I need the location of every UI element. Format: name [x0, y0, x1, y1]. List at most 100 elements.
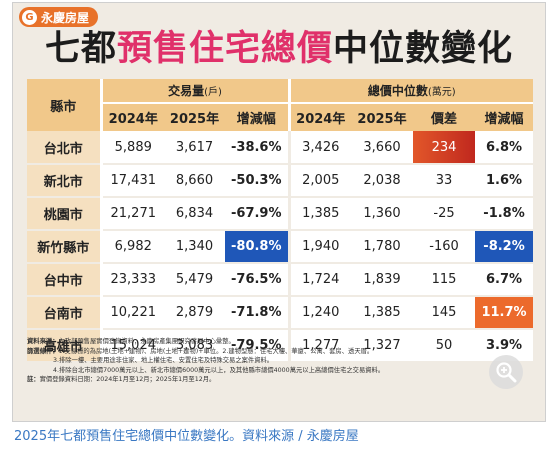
- cell-volume-2024: 6,982: [101, 230, 164, 264]
- cell-price-change: -8.2%: [475, 230, 534, 264]
- median-price-unit: (萬元): [427, 87, 456, 98]
- cell-volume-2025: 3,617: [164, 131, 225, 165]
- cell-price-diff: -25: [413, 197, 476, 231]
- cell-price-2024: 1,385: [289, 197, 352, 231]
- sub-header-price-2025: 2025年: [351, 103, 414, 131]
- note-filter: 篩選條件：1.交易標的為房地(土地+建物)、房地(土地+建物)+車位。2.建物型…: [27, 347, 507, 357]
- cell-price-diff: 115: [413, 263, 476, 297]
- cell-price-change: 6.7%: [475, 263, 534, 297]
- cell-volume-2025: 6,834: [164, 197, 225, 231]
- cell-volume-2024: 23,333: [101, 263, 164, 297]
- cell-volume-2025: 2,879: [164, 296, 225, 330]
- cell-volume-2024: 10,221: [101, 296, 164, 330]
- cell-price-change: 11.7%: [475, 296, 534, 330]
- data-table-container: 縣市 交易量(戶) 總價中位數(萬元) 2024年 2025年 增減幅 2024…: [27, 79, 534, 363]
- title-part-2: 預售住宅總價: [116, 29, 333, 69]
- table-row: 新北市 17,431 8,660 -50.3% 2,005 2,038 33 1…: [27, 164, 534, 198]
- cell-price-change: 1.6%: [475, 164, 534, 198]
- transaction-volume-header: 交易量(戶): [101, 79, 291, 104]
- note-source: 資料來源：內政部預售屋實價登錄資料；永慶房產集團研究發展中心彙整。: [27, 337, 507, 347]
- cell-price-2024: 1,277: [289, 329, 352, 363]
- cell-volume-2024: 17,431: [101, 164, 164, 198]
- cell-volume-2025: 3,083: [164, 329, 225, 363]
- cell-volume-change: -67.9%: [225, 197, 291, 231]
- note-date: 註：實價登錄資料日期：2024年1月至12月；2025年1月至12月。: [27, 375, 507, 385]
- transaction-volume-label: 交易量: [168, 84, 205, 98]
- cell-volume-change: -38.6%: [225, 131, 291, 165]
- cell-price-2025: 1,360: [351, 197, 414, 231]
- data-table: 縣市 交易量(戶) 總價中位數(萬元) 2024年 2025年 增減幅 2024…: [27, 79, 534, 363]
- table-row: 台北市 5,889 3,617 -38.6% 3,426 3,660 234 6…: [27, 131, 534, 165]
- note-filter-3: 3.排除一樓、主要用途非住家、地上權住宅、安置住宅及特殊交易之案件資料。: [53, 357, 274, 365]
- cell-price-2024: 1,940: [289, 230, 352, 264]
- cell-price-diff: 50: [413, 329, 476, 363]
- cell-price-2024: 2,005: [289, 164, 352, 198]
- cell-volume-change: -50.3%: [225, 164, 291, 198]
- sub-header-volume-2025: 2025年: [164, 103, 225, 131]
- zoom-in-icon[interactable]: [489, 355, 523, 389]
- image-caption: 2025年七都預售住宅總價中位數變化。資料來源 / 永慶房屋: [14, 429, 359, 444]
- cell-price-2024: 3,426: [289, 131, 352, 165]
- cell-price-diff: 234: [413, 131, 476, 165]
- cell-price-2025: 1,385: [351, 296, 414, 330]
- cell-price-2025: 2,038: [351, 164, 414, 198]
- row-city: 台中市: [27, 263, 103, 297]
- table-row: 台南市 10,221 2,879 -71.8% 1,240 1,385 145 …: [27, 296, 534, 330]
- cell-volume-2025: 8,660: [164, 164, 225, 198]
- table-row: 桃園市 21,271 6,834 -67.9% 1,385 1,360 -25 …: [27, 197, 534, 231]
- cell-volume-2024: 21,271: [101, 197, 164, 231]
- cell-price-2025: 1,780: [351, 230, 414, 264]
- sub-header-volume-2024: 2024年: [101, 103, 164, 131]
- row-city: 新北市: [27, 164, 103, 198]
- city-column-header: 縣市: [27, 79, 103, 131]
- cell-volume-2024: 15,024: [101, 329, 164, 363]
- cell-volume-change: -76.5%: [225, 263, 291, 297]
- table-row: 高雄市 15,024 3,083 -79.5% 1,277 1,327 50 3…: [27, 329, 534, 363]
- sub-header-price-diff: 價差: [413, 103, 476, 131]
- note-filter-4: 4.排除台北市總價7000萬元以上、新北市總價6000萬元以上，及其他縣市總價4…: [53, 366, 385, 374]
- cell-price-change: -1.8%: [475, 197, 534, 231]
- transaction-volume-unit: (戶): [204, 87, 222, 98]
- row-city: 桃園市: [27, 197, 103, 231]
- cell-price-diff: -160: [413, 230, 476, 264]
- cell-volume-change: -71.8%: [225, 296, 291, 330]
- cell-volume-2025: 1,340: [164, 230, 225, 264]
- cell-volume-2025: 5,479: [164, 263, 225, 297]
- cell-volume-change: -79.5%: [225, 329, 291, 363]
- cell-price-2025: 3,660: [351, 131, 414, 165]
- row-city: 高雄市: [27, 329, 103, 363]
- note-source-label: 資料來源：: [27, 338, 59, 345]
- title-part-1: 七都: [44, 29, 117, 69]
- infographic-image: G 永慶房屋 七都預售住宅總價中位數變化 縣市 交易量(戶) 總價中位數(萬元)…: [12, 2, 546, 422]
- note-date-text: 實價登錄資料日期：2024年1月至12月；2025年1月至12月。: [39, 376, 216, 384]
- infographic-title: 七都預售住宅總價中位數變化: [13, 27, 545, 71]
- brand-logo: G 永慶房屋: [19, 7, 99, 27]
- note-filter-label: 篩選條件：: [27, 347, 59, 355]
- table-row: 台中市 23,333 5,479 -76.5% 1,724 1,839 115 …: [27, 263, 534, 297]
- title-part-3: 中位數變化: [333, 29, 514, 69]
- sub-header-volume-change: 增減幅: [225, 103, 291, 131]
- cell-price-2024: 1,240: [289, 296, 352, 330]
- row-city: 台南市: [27, 296, 103, 330]
- cell-volume-change: -80.8%: [225, 230, 291, 264]
- cell-volume-2024: 5,889: [101, 131, 164, 165]
- median-price-header: 總價中位數(萬元): [289, 79, 534, 104]
- cell-price-2025: 1,839: [351, 263, 414, 297]
- sub-header-price-change: 增減幅: [475, 103, 534, 131]
- note-filter-text: 1.交易標的為房地(土地+建物)、房地(土地+建物)+車位。2.建物型態：住宅大…: [58, 347, 374, 355]
- cell-price-2025: 1,327: [351, 329, 414, 363]
- cell-price-change: 6.8%: [475, 131, 534, 165]
- cell-price-diff: 33: [413, 164, 476, 198]
- brand-logo-text: 永慶房屋: [41, 10, 90, 25]
- row-city: 台北市: [27, 131, 103, 165]
- cell-price-2024: 1,724: [289, 263, 352, 297]
- cell-price-diff: 145: [413, 296, 476, 330]
- row-city: 新竹縣市: [27, 230, 103, 264]
- brand-logo-mark: G: [22, 9, 37, 25]
- median-price-label: 總價中位數: [367, 84, 428, 98]
- footnotes: 資料來源：內政部預售屋實價登錄資料；永慶房產集團研究發展中心彙整。 篩選條件：1…: [27, 337, 507, 385]
- table-row: 新竹縣市 6,982 1,340 -80.8% 1,940 1,780 -160…: [27, 230, 534, 264]
- note-date-label: 註：: [27, 376, 40, 384]
- note-source-text: 內政部預售屋實價登錄資料；永慶房產集團研究發展中心彙整。: [58, 338, 235, 345]
- sub-header-price-2024: 2024年: [289, 103, 352, 131]
